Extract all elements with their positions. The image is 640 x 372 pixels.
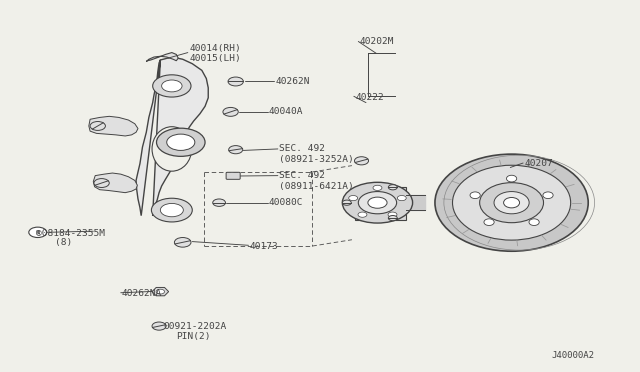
Text: 40207: 40207 [524,159,553,168]
Polygon shape [93,173,138,193]
Text: 40173: 40173 [250,241,278,250]
Text: 40015(LH): 40015(LH) [189,54,241,62]
Circle shape [162,80,182,92]
Ellipse shape [494,192,529,214]
Text: 40040A: 40040A [269,108,303,116]
Circle shape [373,185,382,190]
Text: 40222: 40222 [355,93,384,102]
Text: J40000A2: J40000A2 [551,351,594,360]
FancyBboxPatch shape [226,172,240,179]
Ellipse shape [470,192,480,199]
Ellipse shape [435,154,588,251]
Circle shape [388,212,397,217]
Circle shape [152,198,192,222]
Circle shape [228,77,243,86]
Circle shape [342,182,413,223]
Circle shape [153,75,191,97]
Text: (08911-6421A): (08911-6421A) [279,182,354,190]
Ellipse shape [479,183,543,223]
Polygon shape [147,52,178,61]
Text: R: R [36,230,40,235]
Circle shape [355,157,369,165]
Circle shape [228,145,243,154]
Ellipse shape [543,192,553,199]
Polygon shape [136,57,208,216]
Circle shape [212,199,225,206]
Circle shape [388,185,397,190]
Text: 00921-2202A: 00921-2202A [164,322,227,331]
Ellipse shape [484,219,494,225]
Circle shape [29,227,47,237]
Circle shape [397,196,406,201]
Text: SEC. 492: SEC. 492 [279,171,325,180]
Circle shape [90,122,106,131]
Ellipse shape [504,198,520,208]
Circle shape [358,192,397,214]
Text: ®08184-2355M: ®08184-2355M [36,229,105,238]
Text: (8): (8) [55,238,72,247]
Circle shape [152,322,166,330]
Text: SEC. 492: SEC. 492 [279,144,325,153]
Polygon shape [355,187,406,220]
Text: PIN(2): PIN(2) [176,331,211,341]
Ellipse shape [152,127,191,171]
Circle shape [174,237,191,247]
Circle shape [156,289,164,294]
Polygon shape [152,288,169,296]
Circle shape [349,196,358,201]
Ellipse shape [506,175,516,182]
Circle shape [94,179,109,187]
Circle shape [368,197,387,208]
Circle shape [342,200,351,205]
Text: 40080C: 40080C [269,198,303,207]
Polygon shape [89,116,138,136]
Circle shape [388,215,397,221]
Text: 40262NA: 40262NA [122,289,163,298]
Text: 40262N: 40262N [275,77,310,86]
Ellipse shape [529,219,540,225]
Circle shape [167,134,195,150]
Circle shape [157,128,205,156]
Circle shape [223,108,238,116]
Text: (08921-3252A): (08921-3252A) [279,155,354,164]
Text: 40202M: 40202M [360,37,394,46]
Ellipse shape [452,165,571,240]
Circle shape [161,203,183,217]
Circle shape [358,212,367,217]
Text: 40014(RH): 40014(RH) [189,44,241,53]
